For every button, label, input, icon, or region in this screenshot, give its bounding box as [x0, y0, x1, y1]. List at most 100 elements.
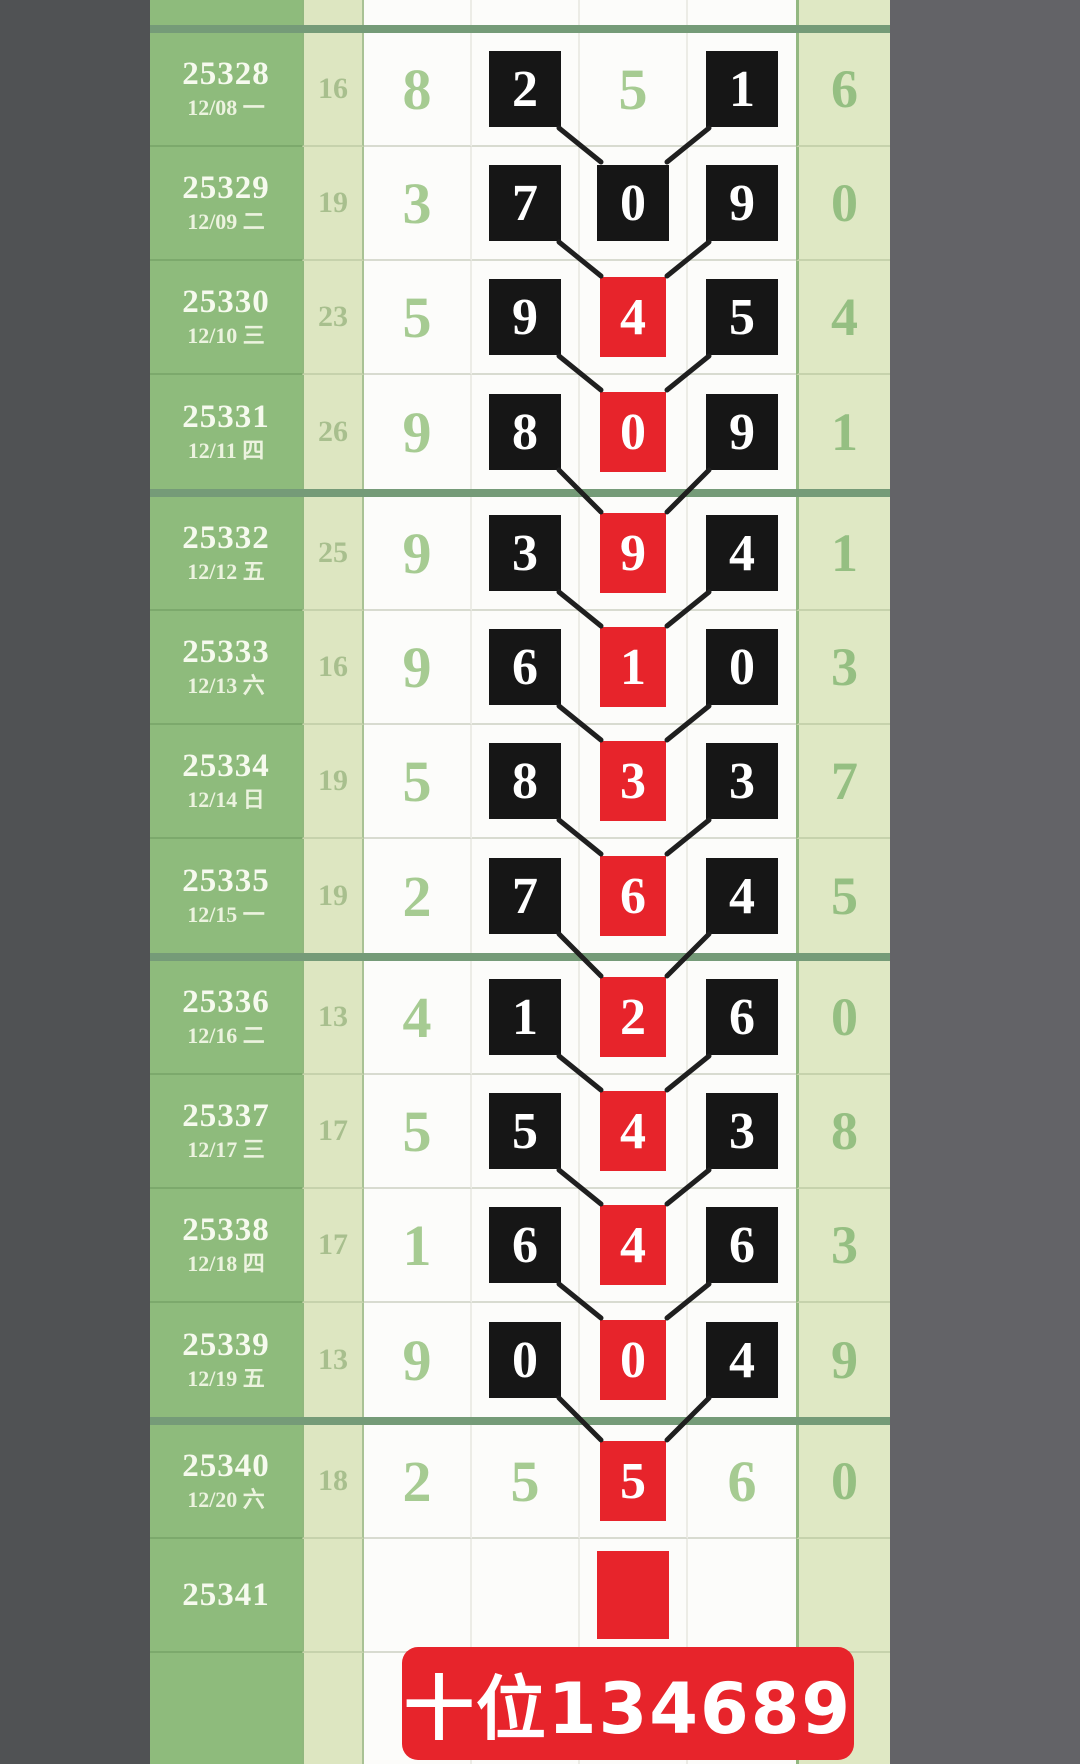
digit-cell: 7: [472, 839, 580, 953]
table-row: 25335 12/15 一 19 2 7 6 4 5: [150, 839, 890, 953]
digit-cell: 6: [472, 1189, 580, 1303]
black-digit-box: 3: [489, 515, 561, 591]
black-digit-box: 4: [706, 515, 778, 591]
draw-date: 12/16 二: [187, 1023, 265, 1049]
digit-cell: 0: [472, 1303, 580, 1417]
table-row: 25328 12/08 一 16 8 2 5 1 6: [150, 33, 890, 147]
count-cell: [302, 1653, 364, 1764]
count-cell: 17: [302, 1075, 364, 1189]
issue-cell: 25341: [150, 1539, 302, 1653]
draw-date: 12/08 一: [187, 95, 265, 121]
right-digit-cell: 0: [796, 961, 890, 1075]
partial-top-row: [150, 0, 890, 25]
digit-cell: 0: [580, 1303, 688, 1417]
digit-cell: [580, 1539, 688, 1653]
digit-cell: [688, 1539, 796, 1653]
digit-cell: 2: [364, 1425, 472, 1539]
black-digit-box: 9: [489, 279, 561, 355]
plain-digit: 3: [402, 170, 432, 236]
digit-cell: 3: [688, 1075, 796, 1189]
digit-cell: 3: [688, 725, 796, 839]
group-separator: [150, 25, 890, 33]
digit-cell: 3: [580, 725, 688, 839]
draw-date: 12/12 五: [187, 559, 265, 585]
issue-number: 25330: [182, 284, 270, 321]
black-digit-box: 3: [706, 1093, 778, 1169]
plain-digit: 5: [402, 284, 432, 350]
right-digit-cell: [796, 1539, 890, 1653]
digit-cell: 2: [580, 961, 688, 1075]
right-digit-cell: [796, 0, 890, 25]
right-digit-cell: 1: [796, 497, 890, 611]
digit-cell: 5: [364, 1075, 472, 1189]
issue-cell: 25336 12/16 二: [150, 961, 302, 1075]
right-gutter: [890, 0, 1080, 1764]
digit-cell: 1: [580, 611, 688, 725]
digit-cell: 4: [580, 1189, 688, 1303]
digit-cell: [580, 0, 688, 25]
issue-number: 25340: [182, 1448, 270, 1485]
black-digit-box: 0: [489, 1322, 561, 1398]
count-cell: [302, 1539, 364, 1653]
table-row: 25339 12/19 五 13 9 0 0 4 9: [150, 1303, 890, 1417]
draw-date: 12/17 三: [187, 1137, 265, 1163]
table-row: 25329 12/09 二 19 3 7 0 9 0: [150, 147, 890, 261]
count-cell: 26: [302, 375, 364, 489]
table-row: 25330 12/10 三 23 5 9 4 5 4: [150, 261, 890, 375]
black-digit-box: 6: [489, 1207, 561, 1283]
table-row: 25338 12/18 四 17 1 6 4 6 3: [150, 1189, 890, 1303]
digit-cell: 5: [580, 1425, 688, 1539]
count-cell: 19: [302, 839, 364, 953]
digit-cell: 9: [364, 497, 472, 611]
black-digit-box: 0: [597, 165, 669, 241]
red-digit-box: 4: [600, 1205, 666, 1285]
digit-cell: 8: [364, 33, 472, 147]
digit-cell: 4: [688, 497, 796, 611]
digit-cell: 5: [364, 261, 472, 375]
digit-cell: [472, 0, 580, 25]
draw-date: 12/20 六: [187, 1487, 265, 1513]
right-digit-cell: 0: [796, 1425, 890, 1539]
table-row: 25340 12/20 六 18 2 5 5 6 0: [150, 1425, 890, 1539]
black-digit-box: 5: [489, 1093, 561, 1169]
black-digit-box: 1: [706, 51, 778, 127]
digit-cell: [688, 0, 796, 25]
digit-cell: 2: [472, 33, 580, 147]
issue-cell: 25335 12/15 一: [150, 839, 302, 953]
count-cell: 17: [302, 1189, 364, 1303]
digit-cell: 9: [364, 375, 472, 489]
digit-cell: 6: [472, 611, 580, 725]
black-digit-box: 8: [489, 743, 561, 819]
issue-number: 25341: [182, 1576, 270, 1613]
table-row: 25331 12/11 四 26 9 8 0 9 1: [150, 375, 890, 489]
count-cell: 19: [302, 147, 364, 261]
left-gutter: [0, 0, 150, 1764]
count-cell: 25: [302, 497, 364, 611]
black-digit-box: 7: [489, 858, 561, 934]
red-digit-box: 3: [600, 741, 666, 821]
right-digit-cell: 1: [796, 375, 890, 489]
plain-digit: 8: [402, 56, 432, 122]
issue-number: 25339: [182, 1327, 270, 1364]
digit-cell: 6: [688, 1425, 796, 1539]
issue-cell: 25331 12/11 四: [150, 375, 302, 489]
plain-digit: 9: [402, 634, 432, 700]
red-digit-box: [597, 1551, 669, 1639]
red-digit-box: 9: [600, 513, 666, 593]
right-digit-cell: 9: [796, 1303, 890, 1417]
count-cell: 16: [302, 33, 364, 147]
plain-digit: 5: [402, 748, 432, 814]
plain-digit: 9: [402, 399, 432, 465]
draw-date: 12/15 一: [187, 902, 265, 928]
count-cell: 19: [302, 725, 364, 839]
red-digit-box: 6: [600, 856, 666, 936]
black-digit-box: 3: [706, 743, 778, 819]
black-digit-box: 0: [706, 629, 778, 705]
count-cell: 13: [302, 1303, 364, 1417]
right-digit-cell: 0: [796, 147, 890, 261]
digit-cell: 0: [580, 147, 688, 261]
right-digit-cell: 6: [796, 33, 890, 147]
black-digit-box: 8: [489, 394, 561, 470]
draw-date: 12/14 日: [187, 787, 265, 813]
table-row: 25341: [150, 1539, 890, 1653]
